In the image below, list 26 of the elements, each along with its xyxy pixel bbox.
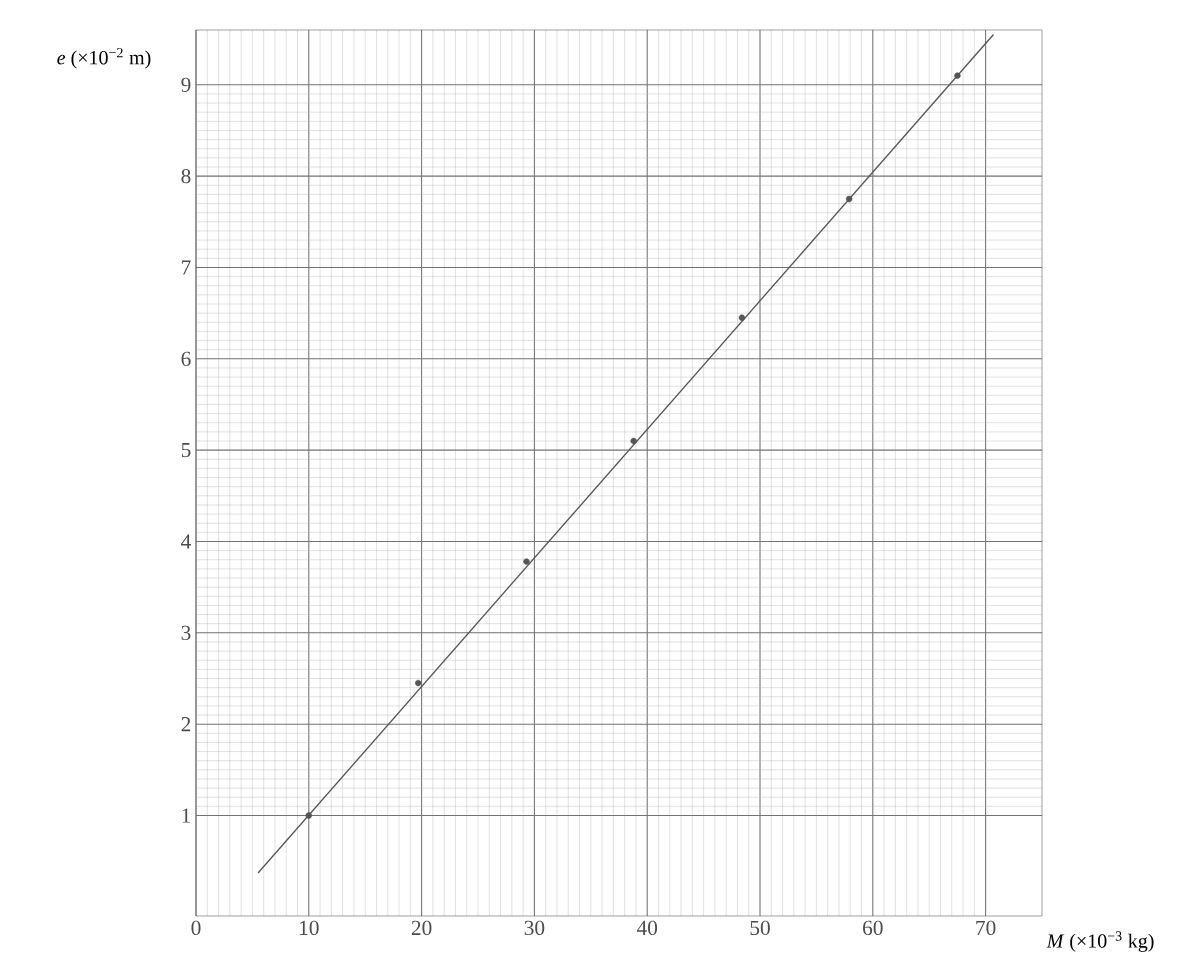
y-tick-label: 2 [181,717,191,732]
point [630,437,637,445]
y-axis-title: e (×10$^{−2}$ m) [57,48,151,69]
point [845,195,853,203]
y-tick-label: 9 [181,77,191,92]
y-tick-label: 7 [182,260,191,275]
x-tick-label: 10 [300,920,319,936]
y-tick-label: 6 [181,351,191,366]
point [415,679,422,687]
x-tick-label: 0 [191,920,201,936]
x-tick-label: 20 [411,920,432,936]
y-tick-label: 1 [182,808,191,823]
point [305,812,313,819]
x-tick-label: 60 [863,920,883,936]
x-tick-label: 40 [636,920,658,936]
y-tick-label: 8 [181,168,191,184]
y-tick-label: 5 [181,443,191,458]
point [738,314,746,321]
y-tick-label: 3 [181,625,191,640]
point [523,558,530,565]
x-tick-label: 30 [524,920,545,936]
x-tick-label: 50 [750,920,770,936]
x-tick-label: 70 [976,920,996,936]
point [954,72,961,79]
y-tick-label: 4 [181,534,191,549]
x-axis-title: M (×10$^{−3}$ kg) [1046,931,1154,952]
